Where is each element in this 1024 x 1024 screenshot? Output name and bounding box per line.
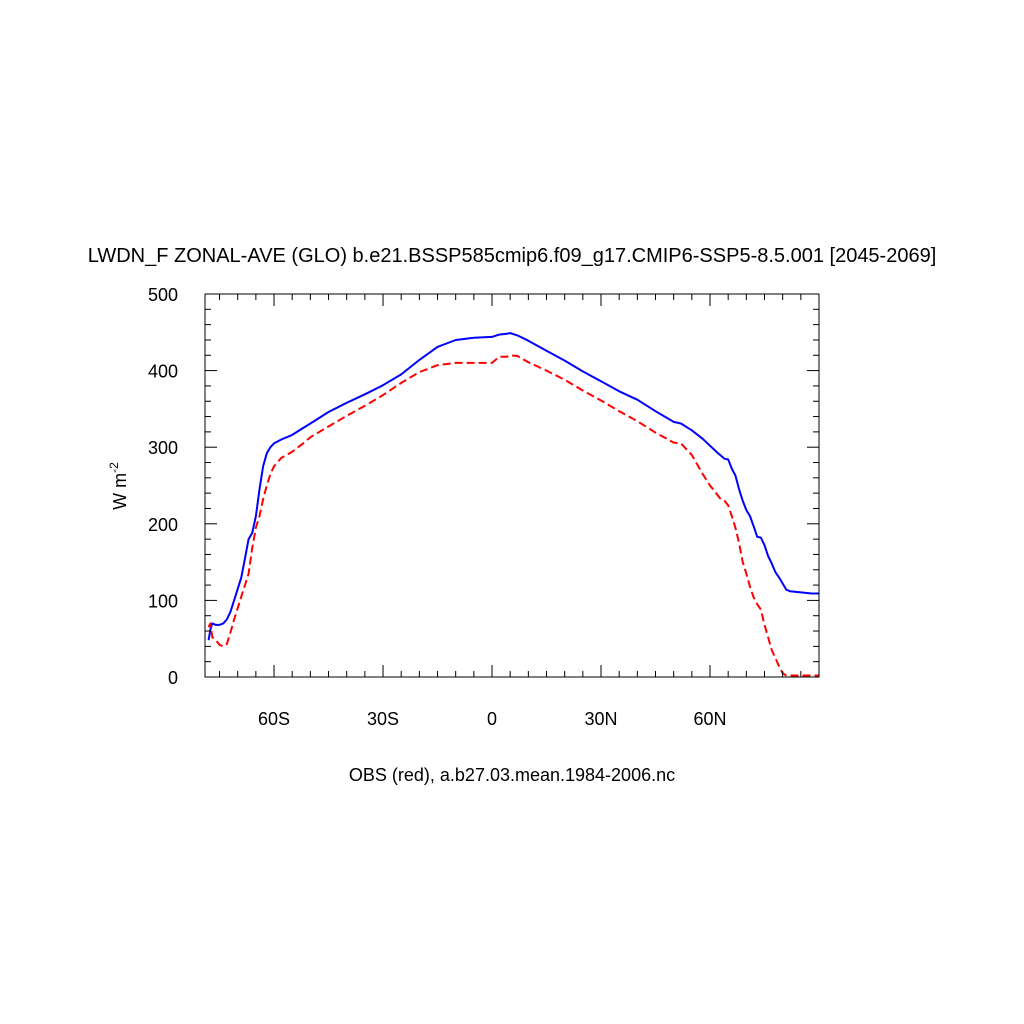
y-axis-label-text: W m (110, 473, 130, 510)
plot-frame (204, 293, 820, 678)
x-tick-label: 30S (367, 709, 399, 729)
chart-title: LWDN_F ZONAL-AVE (GLO) b.e21.BSSP585cmip… (88, 245, 937, 267)
x-tick-label: 60S (258, 709, 290, 729)
plot-area (207, 332, 819, 677)
y-tick-label: 100 (148, 591, 178, 611)
y-axis-label-superscript: -2 (107, 462, 121, 473)
y-axis-label: W m-2 (107, 462, 130, 510)
y-tick-label: 500 (148, 285, 178, 305)
y-tick-label: 0 (168, 668, 178, 688)
x-tick-label: 60N (693, 709, 726, 729)
y-tick-label: 300 (148, 438, 178, 458)
x-tick-label: 0 (487, 709, 497, 729)
y-tick-label: 200 (148, 515, 178, 535)
series-line-1 (207, 354, 819, 677)
y-tick-label: 400 (148, 362, 178, 382)
series-line-0 (207, 332, 819, 641)
chart-subtitle: OBS (red), a.b27.03.mean.1984-2006.nc (349, 765, 675, 785)
x-tick-label: 30N (584, 709, 617, 729)
axes: 60S 30S 0 30N 60N 0 100 200 300 400 500 (148, 285, 820, 729)
